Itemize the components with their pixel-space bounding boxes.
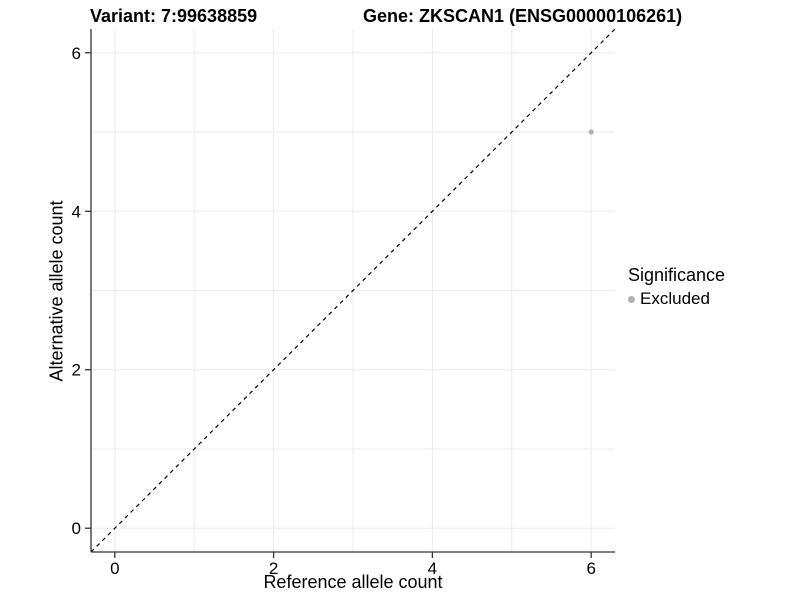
y-tick-label: 4: [72, 202, 81, 221]
y-tick-label: 6: [72, 44, 81, 63]
x-axis-title: Reference allele count: [263, 572, 443, 592]
data-point: [588, 129, 594, 135]
x-tick-label: 0: [110, 559, 119, 578]
gene-title: Gene: ZKSCAN1 (ENSG00000106261): [363, 6, 683, 26]
legend-title: Significance: [628, 265, 726, 285]
y-tick-label: 2: [72, 361, 81, 380]
variant-title: Variant: 7:99638859: [90, 6, 258, 26]
x-tick-label: 4: [428, 559, 437, 578]
identity-line: [90, 28, 616, 553]
y-tick-label: 0: [72, 519, 81, 538]
excluded-point-icon: [628, 295, 635, 303]
legend-item-excluded: Excluded: [628, 289, 725, 309]
x-tick-label: 6: [586, 559, 595, 578]
legend-item-label: Excluded: [640, 289, 710, 308]
y-axis-title: Alternative allele count: [46, 200, 67, 382]
x-tick-label: 2: [269, 559, 278, 578]
legend: Significance Excluded: [628, 265, 725, 309]
